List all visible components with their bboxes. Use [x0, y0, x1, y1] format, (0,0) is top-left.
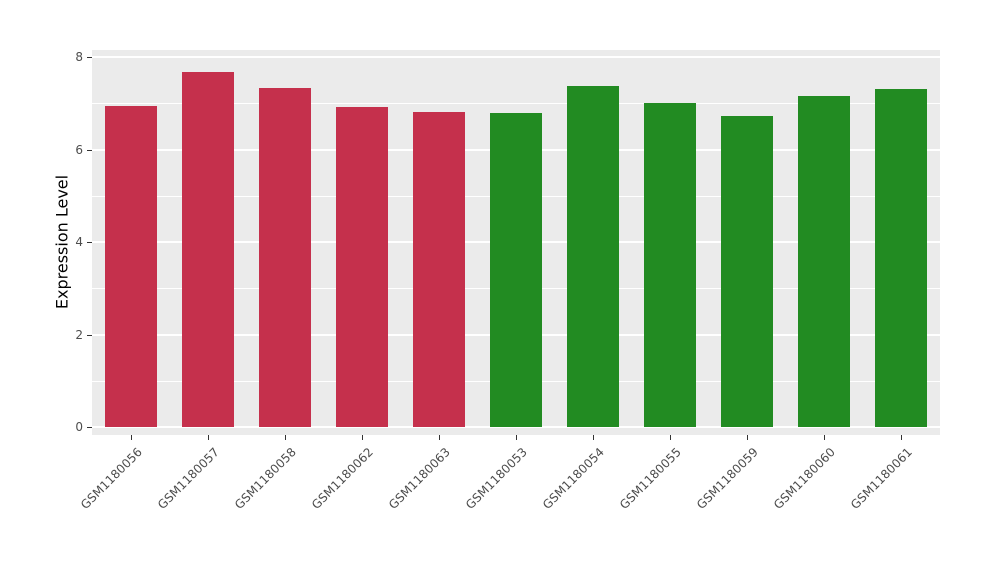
- bar-GSM1180063: [413, 112, 465, 427]
- x-tick-label: GSM1180062: [308, 445, 376, 512]
- y-tick-mark: [87, 242, 92, 243]
- x-tick-label: GSM1180060: [771, 445, 839, 512]
- x-tick-label: GSM1180057: [154, 445, 222, 512]
- x-tick-label: GSM1180059: [694, 445, 762, 512]
- y-tick-label: 0: [75, 420, 83, 434]
- y-tick-label: 8: [75, 50, 83, 64]
- y-tick-mark: [87, 57, 92, 58]
- x-tick-label: GSM1180055: [617, 445, 685, 512]
- bar-GSM1180057: [182, 72, 234, 427]
- x-tick-mark: [438, 435, 440, 440]
- x-tick-label: GSM1180063: [385, 445, 453, 512]
- y-tick-mark: [87, 334, 92, 336]
- bar-GSM1180053: [490, 113, 542, 427]
- x-tick-label: GSM1180053: [462, 445, 530, 512]
- bar-GSM1180054: [567, 86, 619, 427]
- plot-panel: [92, 50, 940, 435]
- x-tick-label: GSM1180056: [77, 445, 145, 512]
- bar-GSM1180060: [798, 96, 850, 427]
- x-tick-mark: [593, 435, 595, 440]
- bar-GSM1180061: [875, 89, 927, 427]
- x-tick-mark: [284, 435, 286, 440]
- bar-GSM1180062: [336, 107, 388, 427]
- y-axis-title: Expression Level: [52, 174, 72, 310]
- x-tick-mark: [747, 435, 749, 440]
- x-tick-mark: [130, 435, 132, 440]
- major-gridline: [92, 56, 940, 58]
- minor-gridline: [92, 103, 940, 105]
- bar-GSM1180058: [259, 88, 311, 427]
- x-tick-mark: [670, 435, 672, 440]
- x-tick-mark: [824, 435, 826, 440]
- x-tick-label: GSM1180058: [231, 445, 299, 512]
- y-tick-mark: [87, 149, 92, 151]
- x-tick-mark: [207, 435, 209, 440]
- x-tick-mark: [901, 435, 903, 440]
- x-tick-label: GSM1180054: [540, 445, 607, 512]
- major-gridline: [92, 426, 940, 428]
- bar-GSM1180059: [721, 116, 773, 427]
- x-tick-mark: [516, 435, 517, 440]
- bar-GSM1180055: [644, 103, 696, 427]
- bar-GSM1180056: [105, 106, 157, 427]
- x-tick-mark: [361, 435, 363, 440]
- y-tick-label: 4: [75, 235, 83, 249]
- y-tick-label: 6: [75, 142, 83, 157]
- y-tick-mark: [87, 427, 92, 428]
- y-tick-label: 2: [75, 327, 83, 342]
- x-tick-label: GSM1180061: [848, 445, 916, 512]
